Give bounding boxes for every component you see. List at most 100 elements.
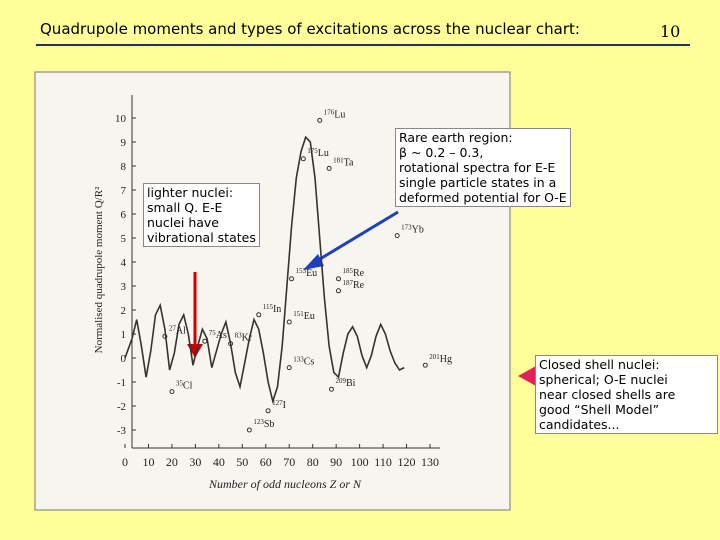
element-symbol: In	[273, 304, 281, 315]
callout: Rare earth region: β ~ 0.2 – 0.3, rotation…	[395, 128, 571, 207]
element-symbol: Cs	[304, 357, 315, 368]
point-label: 151Eu	[293, 310, 315, 322]
point-label: 133Cs	[293, 356, 314, 368]
y-tick-label: 7	[121, 185, 127, 197]
mass-number: 209	[335, 377, 346, 385]
element-symbol: Ta	[344, 157, 354, 168]
data-point	[394, 233, 400, 239]
y-tick-label: 8	[121, 161, 127, 173]
data-point	[328, 386, 334, 392]
element-symbol: Cl	[183, 381, 193, 392]
y-tick-label: 4	[121, 257, 127, 269]
y-axis-label: Normalised quadrupole moment Q/R²	[93, 186, 105, 353]
point-label: 173Yb	[401, 224, 424, 236]
y-tick-label: 6	[121, 209, 127, 221]
y-tick-label: 2	[121, 305, 127, 317]
data-point	[300, 156, 306, 162]
callout-line: lighter nuclei:	[147, 185, 234, 200]
x-tick-label: 0	[122, 455, 128, 469]
y-tick-label: 0	[121, 353, 127, 365]
mass-number: 133	[293, 356, 304, 364]
mass-number: 175	[307, 147, 318, 155]
page-number: 10	[660, 22, 681, 41]
element-symbol: Eu	[306, 268, 317, 279]
element-symbol: Eu	[304, 311, 315, 322]
x-tick-label: 10	[142, 455, 154, 469]
data-point	[326, 165, 332, 171]
mass-number: 123	[253, 418, 264, 426]
point-label: 209Bi	[335, 377, 355, 389]
data-point	[246, 427, 252, 433]
data-point	[228, 341, 234, 347]
point-label: 115In	[263, 303, 282, 315]
point-label: 181Ta	[333, 156, 354, 168]
point-label: 83Kr	[235, 332, 253, 344]
element-symbol: Kr	[242, 333, 253, 344]
mass-number: 176	[324, 108, 335, 116]
data-point	[169, 389, 175, 395]
callout: Closed shell nuclei: spherical; O-E nucle…	[535, 355, 718, 434]
data-point	[202, 338, 208, 344]
arrow-head	[518, 366, 536, 386]
point-label: 127I	[272, 399, 286, 411]
element-symbol: Hg	[440, 354, 452, 365]
data-point	[162, 333, 168, 339]
callout-line: nuclei have	[147, 215, 219, 230]
point-label: 123Sb	[253, 418, 274, 430]
x-tick-label: 90	[330, 455, 342, 469]
title-rule	[36, 44, 690, 46]
callout-line: spherical; O-E nuclei	[539, 372, 668, 387]
y-tick-label: 1	[121, 329, 127, 341]
data-point	[289, 276, 295, 282]
data-point	[422, 362, 428, 368]
x-tick-label: 100	[351, 455, 369, 469]
point-label: 35Cl	[176, 380, 193, 392]
x-tick-label: 60	[260, 455, 272, 469]
point-label: 27Al	[169, 324, 186, 336]
callout-line: Rare earth region:	[399, 130, 513, 145]
callout-line: deformed potential for O-E	[399, 190, 567, 205]
point-label: 185Re	[343, 267, 365, 279]
callout-line: candidates...	[539, 417, 620, 432]
mass-number: 75	[209, 329, 217, 337]
x-tick-label: 130	[421, 455, 439, 469]
data-point	[286, 365, 292, 371]
element-symbol: Re	[353, 280, 365, 291]
mass-number: 153	[296, 267, 307, 275]
element-symbol: As	[216, 330, 227, 341]
mass-number: 201	[429, 353, 440, 361]
element-symbol: Lu	[334, 109, 345, 120]
mass-number: 127	[272, 399, 283, 407]
arrow	[314, 210, 399, 264]
callout-line: single particle states in a	[399, 175, 557, 190]
mass-number: 83	[235, 332, 243, 340]
x-tick-label: 70	[283, 455, 295, 469]
callout-line: vibrational states	[147, 230, 256, 245]
y-tick-label: 9	[121, 137, 127, 149]
mass-number: 173	[401, 224, 412, 232]
point-label: 175Lu	[307, 147, 329, 159]
callout: lighter nuclei: small Q. E-E nuclei have vi…	[143, 183, 260, 247]
curve	[124, 135, 405, 405]
x-tick-label: 110	[374, 455, 392, 469]
arrow-head	[303, 254, 324, 270]
point-label: 153Eu	[296, 267, 318, 279]
element-symbol: Re	[353, 268, 365, 279]
element-symbol: Lu	[318, 148, 329, 159]
point-label: 201Hg	[429, 353, 452, 365]
y-tick-label: -1	[117, 377, 126, 389]
data-point	[265, 408, 271, 414]
data-point	[336, 276, 341, 282]
point-label: 176Lu	[324, 108, 346, 120]
mass-number: 181	[333, 156, 344, 164]
x-tick-label: 120	[398, 455, 416, 469]
y-tick-label: 3	[121, 281, 127, 293]
mass-number: 27	[169, 324, 177, 332]
x-axis-label: Number of odd nucleons Z or N	[208, 477, 362, 491]
mass-number: 187	[343, 279, 354, 287]
element-symbol: Sb	[264, 419, 275, 430]
callout-line: rotational spectra for E-E	[399, 160, 556, 175]
mass-number: 185	[343, 267, 354, 275]
